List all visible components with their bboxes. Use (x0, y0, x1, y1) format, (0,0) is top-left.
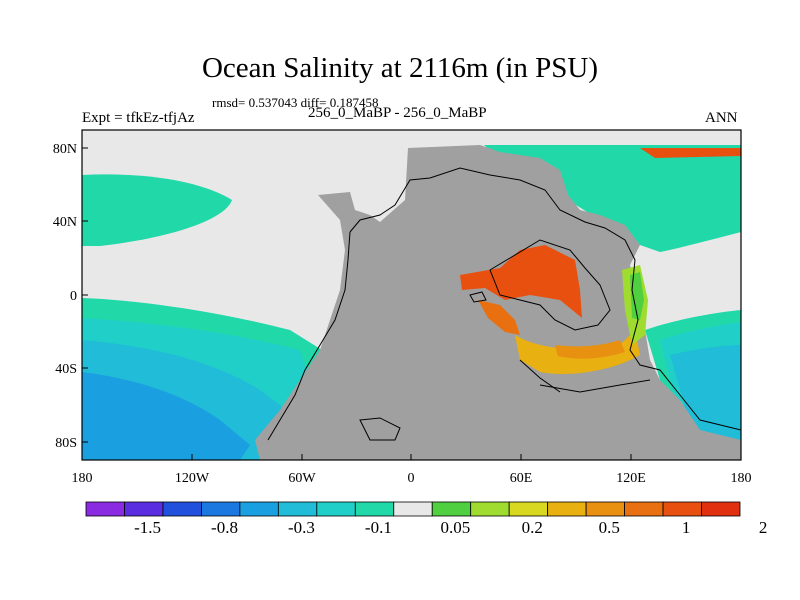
nw-teal-patch (82, 174, 232, 246)
x-tick-label: 120E (616, 471, 646, 486)
colorbar-swatch (162, 501, 202, 517)
colorbar-label: 0.05 (440, 518, 470, 537)
x-tick-labels: 180 120W 60W 0 60E 120E 180 (72, 471, 752, 486)
colorbar-swatch (431, 501, 472, 517)
experiment-label: Expt = tfkEz-tfjAz (82, 110, 195, 126)
y-tick-label: 40S (55, 362, 77, 377)
map-field (82, 130, 741, 460)
colorbar-label: 0.2 (522, 518, 543, 537)
stats-label: rmsd= 0.537043 diff= 0.187458 (212, 95, 379, 110)
x-tick-label: 180 (72, 471, 93, 486)
x-tick-label: 60E (510, 471, 533, 486)
tethys-red-tail (478, 300, 520, 335)
se-sky-band (670, 345, 741, 460)
colorbar-swatch (662, 501, 702, 517)
y-tick-label: 80S (55, 436, 77, 451)
east-green-core (630, 272, 644, 320)
y-tick-labels: 80N 40N 0 40S 80S (53, 142, 77, 451)
tethys-red (460, 245, 582, 318)
x-tick-label: 120W (175, 471, 210, 486)
colorbar-label: 0.5 (599, 518, 620, 537)
x-tick-marks (81, 454, 742, 460)
y-tick-label: 0 (70, 289, 77, 304)
colorbar-label: -0.1 (365, 518, 392, 537)
x-tick-label: 60W (288, 471, 316, 486)
colorbar-swatch (201, 501, 241, 517)
colorbar-swatch (547, 501, 587, 517)
colorbar-label: -0.8 (211, 518, 238, 537)
chart-title: Ocean Salinity at 2116m (in PSU) (201, 52, 599, 84)
colorbar-swatch (508, 501, 549, 517)
colorbar-swatch (277, 501, 318, 517)
season-label: ANN (705, 110, 738, 126)
colorbar-swatch (239, 501, 279, 517)
y-tick-label: 80N (53, 142, 77, 157)
colorbar (85, 501, 741, 517)
colorbar-label: 2 (759, 518, 768, 537)
coastlines (267, 167, 741, 441)
colorbar-swatch (124, 501, 164, 517)
colorbar-swatch (354, 501, 395, 517)
x-tick-label: 0 (408, 471, 415, 486)
colorbar-swatch (585, 501, 625, 517)
x-tick-label: 180 (731, 471, 752, 486)
y-tick-marks (82, 147, 88, 443)
colorbar-swatch (316, 501, 356, 517)
colorbar-label: -0.3 (288, 518, 315, 537)
colorbar-swatch (85, 501, 125, 517)
colorbar-swatch (393, 501, 433, 517)
colorbar-swatch (470, 501, 510, 517)
colorbar-label: 1 (682, 518, 691, 537)
band-south-blue (82, 372, 250, 460)
subtitle-label: 256_0_MaBP - 256_0_MaBP (308, 105, 487, 121)
south-orange-core (555, 340, 625, 359)
colorbar-label: -1.5 (134, 518, 161, 537)
colorbar-swatch (624, 501, 664, 517)
land-pangaea (255, 145, 741, 460)
ne-red-strip (640, 148, 741, 158)
colorbar-swatch (701, 501, 741, 517)
y-tick-label: 40N (53, 215, 77, 230)
colorbar-labels: -1.5 -0.8 -0.3 -0.1 0.05 0.2 0.5 1 2 (134, 518, 767, 537)
